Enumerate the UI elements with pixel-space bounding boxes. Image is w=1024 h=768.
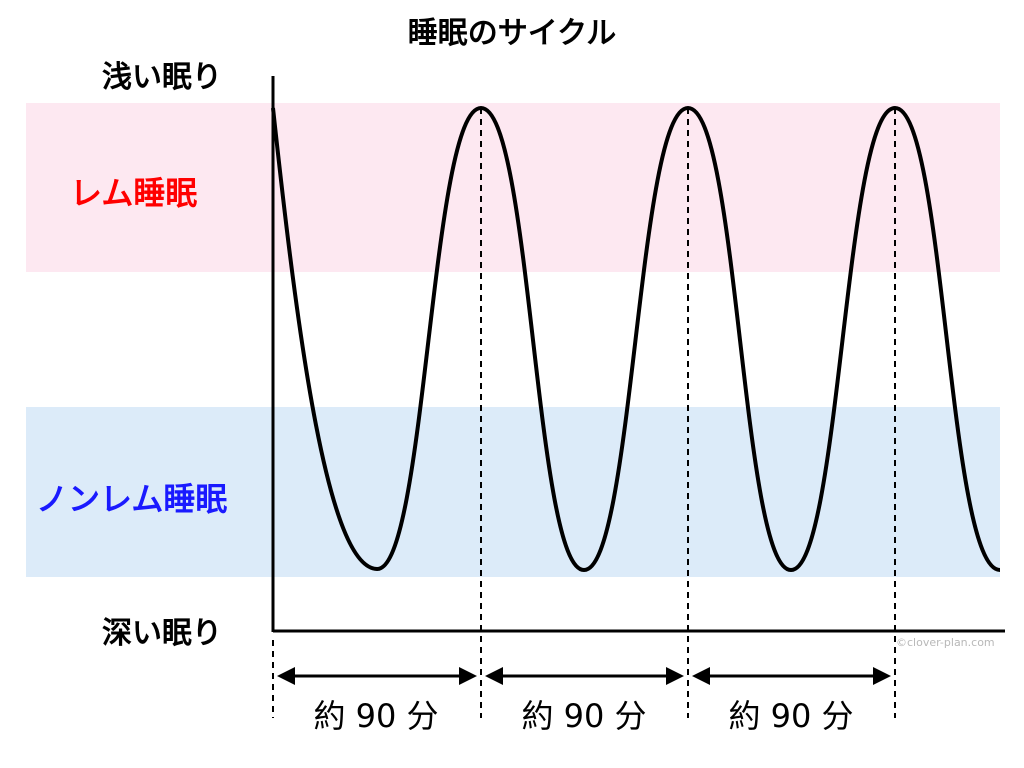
arrow-head-right-icon: [459, 667, 477, 685]
non-rem-sleep-band: [26, 407, 1000, 577]
deep-sleep-label: 深い眠り: [102, 616, 222, 651]
arrow-head-left-icon: [485, 667, 503, 685]
cycle-duration-label: 約 90 分: [313, 697, 439, 735]
diagram-title: 睡眠のサイクル: [407, 16, 617, 51]
arrow-head-left-icon: [692, 667, 710, 685]
cycle-duration-label: 約 90 分: [521, 697, 647, 735]
sleep-depth-curve: [271, 106, 1001, 572]
cycle-duration-label: 約 90 分: [728, 697, 854, 735]
non-rem-sleep-label: ノンレム睡眠: [36, 480, 228, 518]
arrow-head-right-icon: [666, 667, 684, 685]
rem-sleep-label: レム睡眠: [70, 174, 198, 212]
credit-text: ©clover-plan.com: [896, 636, 995, 649]
light-sleep-label: 浅い眠り: [102, 60, 222, 95]
arrow-head-left-icon: [277, 667, 295, 685]
arrow-head-right-icon: [873, 667, 891, 685]
